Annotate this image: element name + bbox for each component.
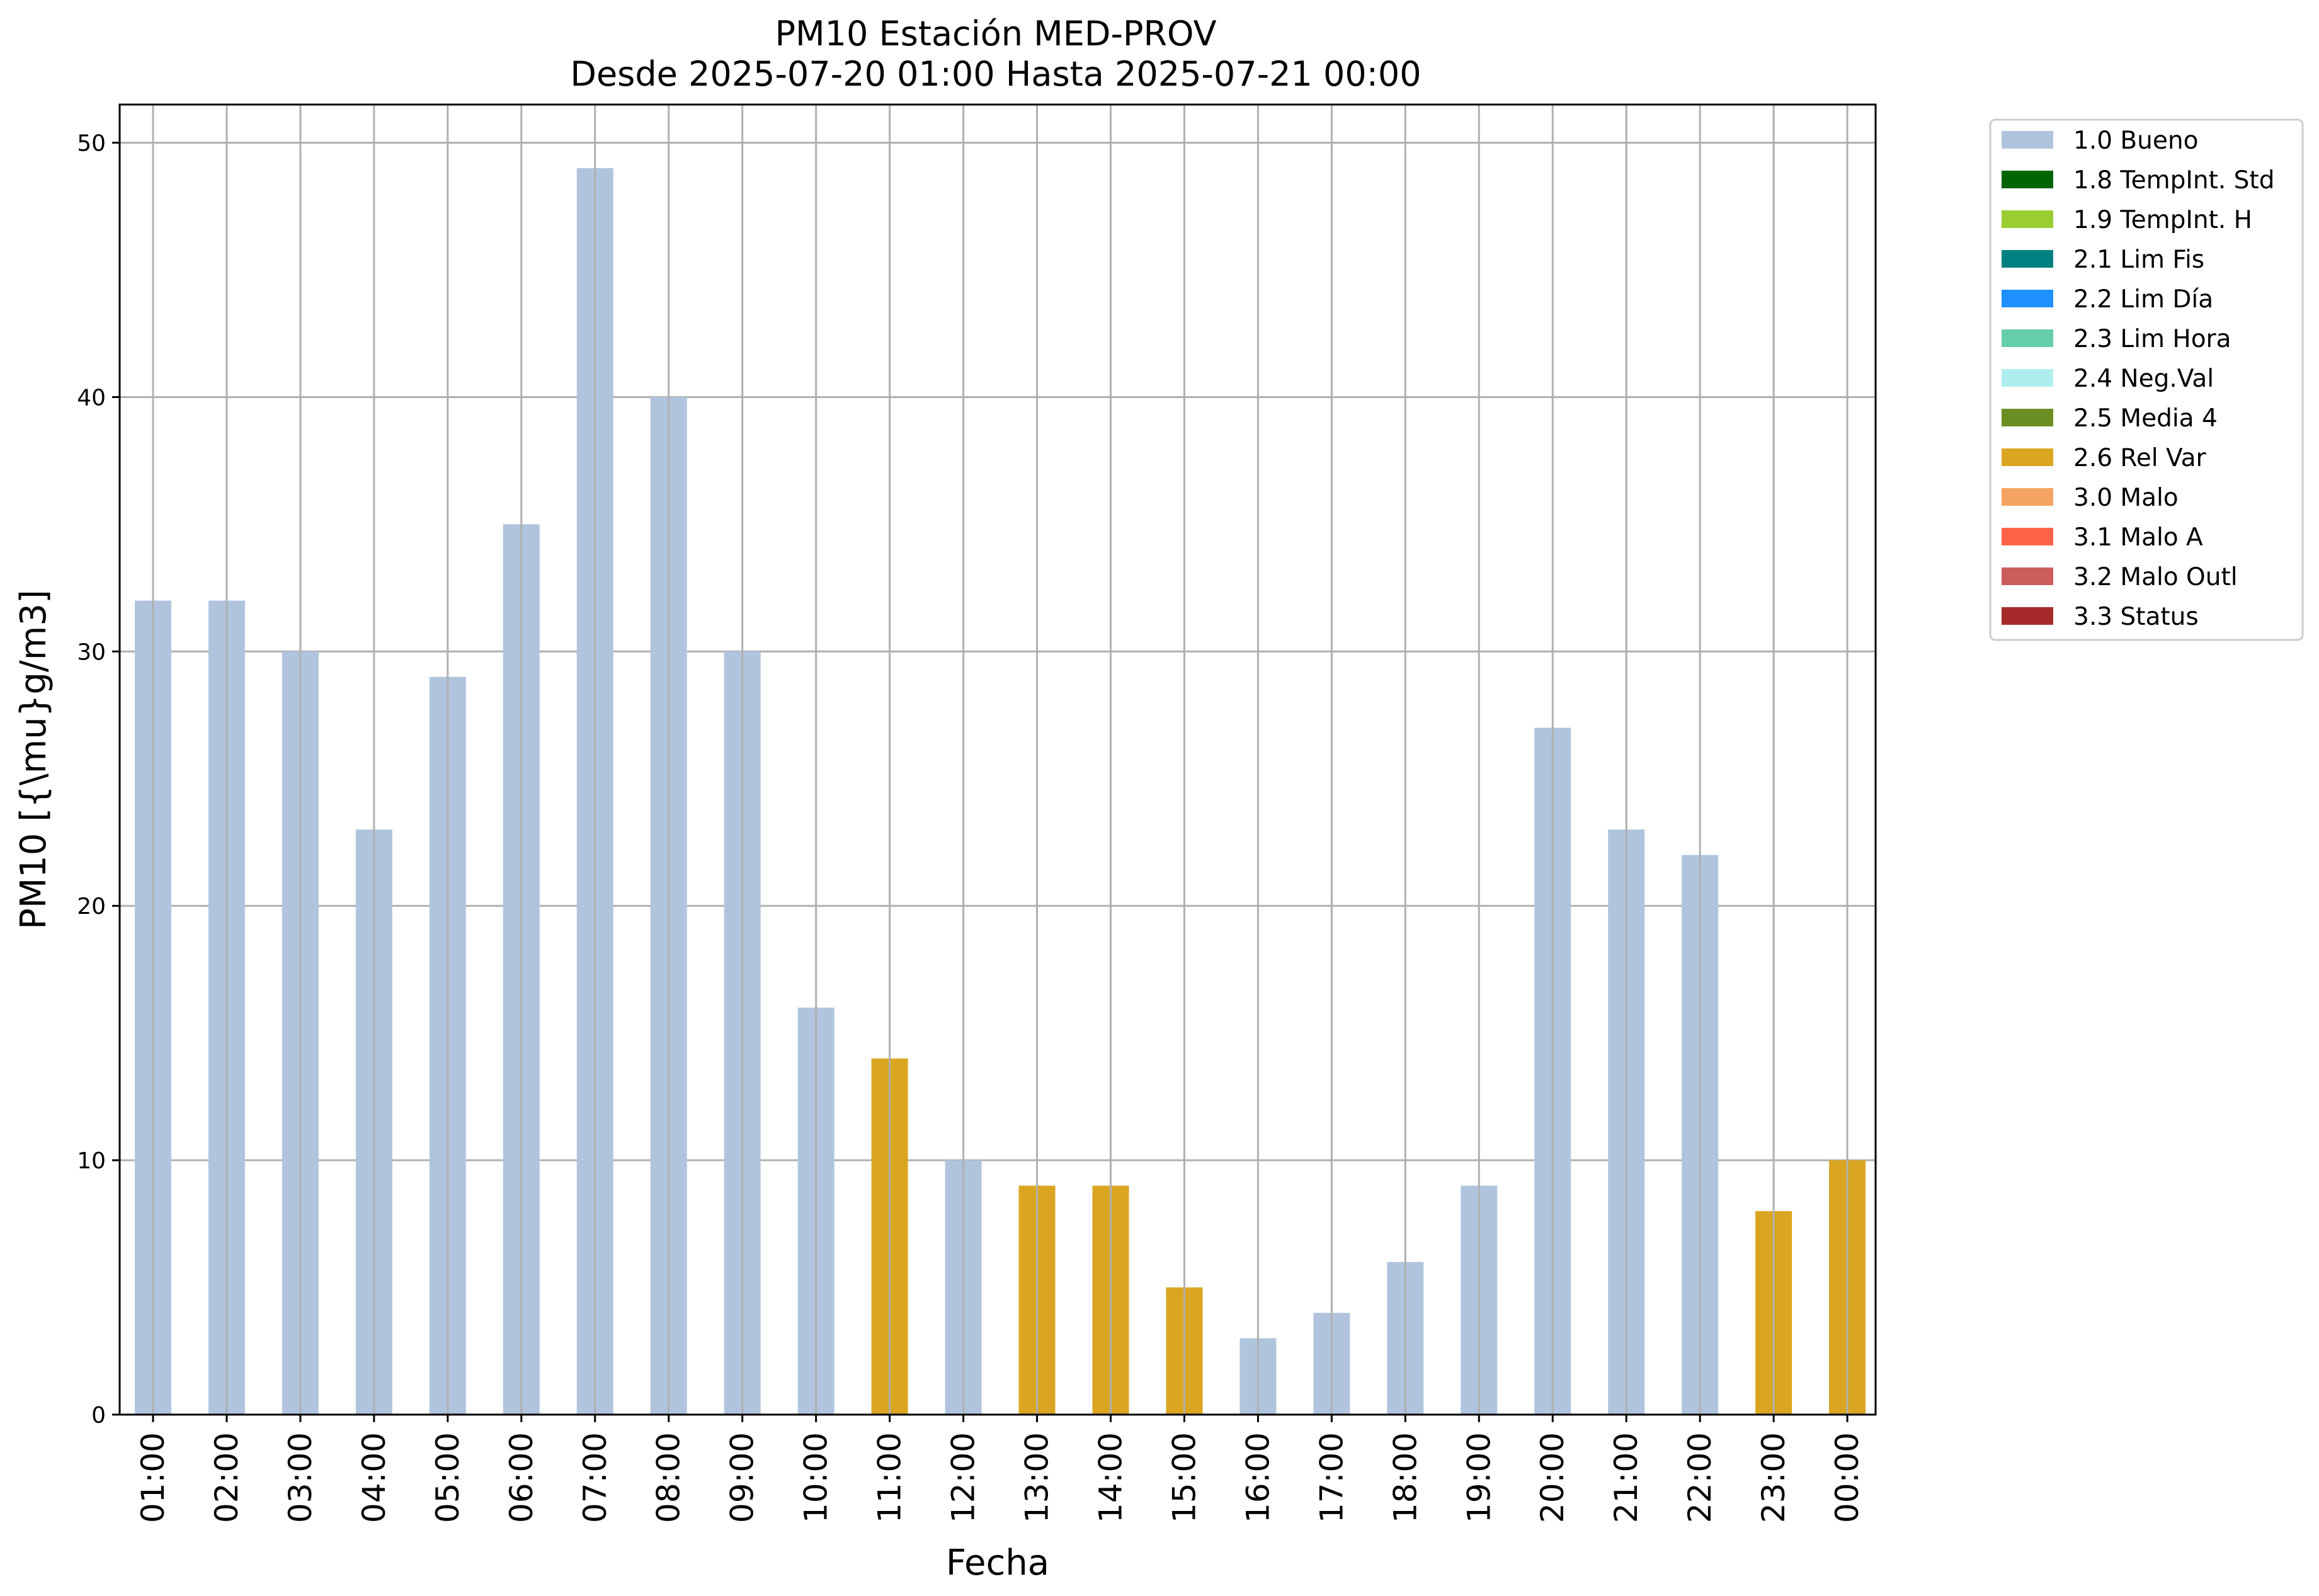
legend-label: 2.4 Neg.Val <box>2073 365 2214 393</box>
x-tick-label: 00:00 <box>1829 1432 1866 1523</box>
legend-label: 3.1 Malo A <box>2073 523 2203 552</box>
chart-subtitle: Desde 2025-07-20 01:00 Hasta 2025-07-21 … <box>570 54 1421 94</box>
legend-swatch <box>2002 369 2053 387</box>
x-axis-label: Fecha <box>946 1542 1049 1583</box>
legend-swatch <box>2002 131 2053 149</box>
x-tick-label: 12:00 <box>945 1432 982 1523</box>
legend-label: 2.1 Lim Fis <box>2073 246 2204 274</box>
legend-frame <box>1989 118 2304 641</box>
y-axis-label: PM10 [{\mu}g/m3] <box>13 590 54 930</box>
plot-area-frame <box>118 103 1877 1416</box>
legend-swatch <box>2002 329 2053 347</box>
legend-label: 2.5 Media 4 <box>2073 404 2218 433</box>
legend-swatch <box>2002 567 2053 585</box>
legend-label: 3.3 Status <box>2073 603 2199 631</box>
x-tick-label: 10:00 <box>798 1432 835 1523</box>
x-tick-label: 09:00 <box>724 1432 761 1523</box>
y-tick-label: 30 <box>77 639 106 665</box>
y-tick-label: 10 <box>77 1148 106 1174</box>
x-tick-label: 03:00 <box>282 1432 319 1523</box>
y-axis: 0 10 20 30 40 50 <box>77 131 120 1428</box>
vertical-grid-lines <box>152 105 1849 1415</box>
legend-swatch <box>2002 528 2053 545</box>
x-tick-label: 13:00 <box>1019 1432 1056 1523</box>
legend-label: 2.3 Lim Hora <box>2073 325 2231 353</box>
x-tick-label: 16:00 <box>1239 1432 1276 1523</box>
legend-swatch <box>2002 448 2053 466</box>
x-tick-label: 01:00 <box>135 1432 171 1523</box>
legend-swatch <box>2002 607 2053 625</box>
x-tick-label: 20:00 <box>1534 1432 1571 1523</box>
y-tick-label: 50 <box>77 131 106 157</box>
legend-label: 3.2 Malo Outl <box>2073 563 2238 591</box>
y-tick-label: 0 <box>91 1403 106 1428</box>
x-tick-label: 18:00 <box>1387 1432 1423 1523</box>
x-tick-label: 05:00 <box>430 1432 466 1523</box>
x-tick-label: 22:00 <box>1682 1432 1718 1523</box>
y-tick-label: 40 <box>77 385 106 411</box>
legend-label: 1.8 TempInt. Std <box>2073 166 2274 195</box>
legend-label: 3.0 Malo <box>2073 484 2179 512</box>
legend-swatch <box>2002 290 2053 307</box>
x-tick-label: 04:00 <box>356 1432 392 1523</box>
x-tick-label: 23:00 <box>1755 1432 1792 1523</box>
legend-label: 2.2 Lim Día <box>2073 285 2213 314</box>
legend-swatch <box>2002 488 2053 506</box>
legend-swatch <box>2002 409 2053 426</box>
x-tick-label: 08:00 <box>651 1432 687 1523</box>
y-tick-label: 20 <box>77 894 106 920</box>
legend-swatch <box>2002 210 2053 228</box>
x-tick-label: 21:00 <box>1608 1432 1644 1523</box>
bars-group <box>135 168 1866 1415</box>
x-tick-label: 02:00 <box>208 1432 245 1523</box>
x-tick-label: 14:00 <box>1092 1432 1129 1523</box>
x-tick-label: 17:00 <box>1313 1432 1350 1523</box>
x-tick-label: 19:00 <box>1461 1432 1497 1523</box>
x-tick-label: 15:00 <box>1166 1432 1202 1523</box>
legend: 1.0 Bueno 1.8 TempInt. Std 1.9 TempInt. H 2… <box>1989 118 2304 641</box>
x-axis: 01:00 02:00 03:00 04:00 05:00 06:00 07:00 08:00… <box>135 1415 1866 1523</box>
legend-swatch <box>2002 171 2053 188</box>
x-tick-label: 11:00 <box>872 1432 908 1523</box>
legend-label: 1.9 TempInt. H <box>2073 206 2252 234</box>
legend-label: 2.6 Rel Var <box>2073 444 2207 472</box>
legend-label: 1.0 Bueno <box>2073 127 2198 155</box>
x-tick-label: 07:00 <box>577 1432 613 1523</box>
legend-swatch <box>2002 250 2053 268</box>
x-tick-label: 06:00 <box>503 1432 540 1523</box>
chart-title: PM10 Estación MED-PROV <box>775 14 1216 54</box>
